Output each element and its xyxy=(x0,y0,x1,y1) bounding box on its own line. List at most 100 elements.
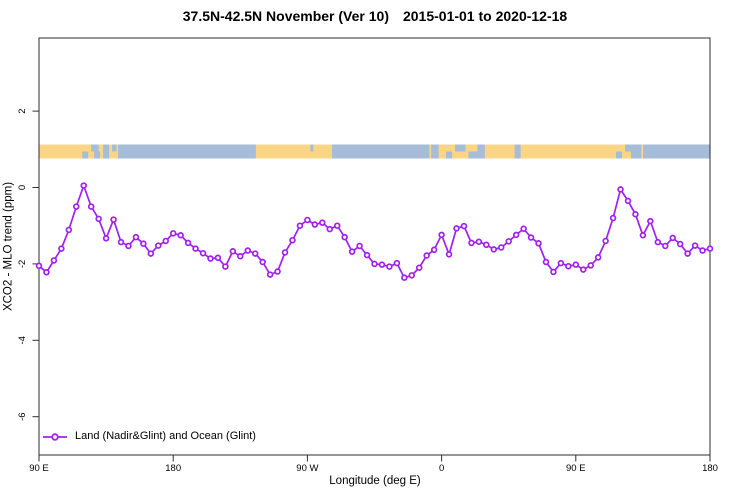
data-point-marker xyxy=(87,203,95,210)
data-point-marker xyxy=(624,197,632,205)
data-point-marker xyxy=(125,242,132,250)
data-point-marker xyxy=(296,222,304,229)
data-point-marker xyxy=(393,259,401,267)
data-point-marker xyxy=(319,219,326,226)
y-tick-label: 2 xyxy=(17,108,28,113)
data-point-marker xyxy=(214,254,222,262)
map-strip-speckle xyxy=(431,144,439,159)
x-axis-title: Longitude (deg E) xyxy=(329,475,421,487)
x-tick-label: 180 xyxy=(165,463,181,474)
data-point-marker xyxy=(281,249,289,256)
map-strip-speckle xyxy=(446,151,453,159)
data-point-marker xyxy=(706,245,714,252)
data-point-marker xyxy=(199,249,207,257)
data-point-marker xyxy=(102,235,110,242)
x-tick-label: 180 xyxy=(702,463,718,474)
data-point-marker xyxy=(192,245,199,252)
data-point-marker xyxy=(520,225,527,233)
data-point-marker xyxy=(676,240,684,248)
data-point-marker xyxy=(162,237,169,245)
data-point-marker xyxy=(647,217,654,225)
data-point-marker xyxy=(632,210,639,218)
data-point-marker xyxy=(110,216,117,223)
data-point-marker xyxy=(140,240,147,247)
plot-border xyxy=(38,37,711,456)
data-point-marker xyxy=(95,215,102,223)
data-point-marker xyxy=(535,240,542,247)
data-point-marker xyxy=(50,257,58,264)
data-point-marker xyxy=(654,238,662,246)
data-point-marker xyxy=(229,248,237,255)
y-tick-label: -4 xyxy=(17,336,28,344)
title-daterange-text: 2015-01-01 to 2020-12-18 xyxy=(402,8,568,24)
data-point-marker xyxy=(639,232,647,239)
map-strip-ocean-segment xyxy=(642,144,710,159)
map-strip-speckle xyxy=(94,151,101,159)
map-strip-speckle xyxy=(310,144,314,152)
data-point-marker xyxy=(460,222,468,230)
data-point-marker xyxy=(550,268,557,276)
legend-label: Land (Nadir&Glint) and Ocean (Glint) xyxy=(75,430,256,442)
data-point-marker xyxy=(445,251,453,258)
data-point-marker xyxy=(617,186,624,193)
data-point-marker xyxy=(594,254,602,261)
data-point-marker xyxy=(117,238,125,246)
data-point-marker xyxy=(378,261,386,268)
data-point-marker xyxy=(177,232,184,239)
data-point-marker xyxy=(266,271,274,278)
data-point-marker xyxy=(669,234,676,242)
data-point-marker xyxy=(483,241,490,249)
map-strip-land-segment xyxy=(255,144,333,159)
data-point-marker xyxy=(169,230,177,237)
data-point-marker xyxy=(527,234,535,241)
map-strip-ocean-segment xyxy=(332,144,430,159)
y-tick-label: 0 xyxy=(17,185,28,190)
map-strip-speckle xyxy=(477,144,485,159)
data-point-marker xyxy=(505,238,512,245)
data-point-marker xyxy=(43,269,50,276)
map-strip-speckle xyxy=(514,144,521,159)
map-strip-speckle xyxy=(616,151,623,159)
x-tick-label: 90 W xyxy=(296,463,318,474)
y-tick-label: -2 xyxy=(17,260,28,268)
data-point-marker xyxy=(587,262,594,269)
map-strip-speckle xyxy=(630,144,642,159)
map-strip-speckle xyxy=(91,144,99,152)
data-point-marker xyxy=(274,268,281,275)
data-point-marker xyxy=(80,182,87,189)
data-point-marker xyxy=(438,231,445,239)
data-point-marker xyxy=(326,225,334,233)
data-point-marker xyxy=(497,244,505,251)
map-strip-speckle xyxy=(468,151,478,159)
data-point-marker xyxy=(565,262,572,270)
data-point-marker xyxy=(333,222,341,229)
data-point-marker xyxy=(580,266,587,273)
x-tick-label: 90 E xyxy=(29,463,49,474)
data-point-marker xyxy=(662,242,669,250)
data-point-marker xyxy=(453,225,460,232)
data-point-marker xyxy=(207,255,214,262)
data-point-marker xyxy=(699,247,706,254)
data-point-marker xyxy=(408,272,416,279)
y-tick-label: -6 xyxy=(17,412,28,420)
data-point-marker xyxy=(147,250,155,257)
data-point-marker xyxy=(557,259,565,267)
map-strip-speckle xyxy=(103,144,110,159)
data-point-marker xyxy=(468,239,475,247)
data-point-marker xyxy=(356,242,363,250)
data-point-marker xyxy=(401,274,408,281)
data-point-marker xyxy=(222,263,229,270)
data-point-marker xyxy=(304,216,311,224)
data-point-marker xyxy=(512,231,520,239)
data-point-marker xyxy=(423,252,430,259)
y-axis-title: XCO2 - MLO trend (ppm) xyxy=(2,181,15,312)
data-point-marker xyxy=(65,226,73,234)
data-point-marker xyxy=(691,242,699,249)
data-point-marker xyxy=(311,221,319,228)
data-point-marker xyxy=(386,263,393,270)
map-strip-ocean-segment xyxy=(118,144,256,159)
map-strip-speckle xyxy=(82,151,89,159)
data-point-marker xyxy=(430,246,438,254)
data-point-marker xyxy=(155,242,162,249)
